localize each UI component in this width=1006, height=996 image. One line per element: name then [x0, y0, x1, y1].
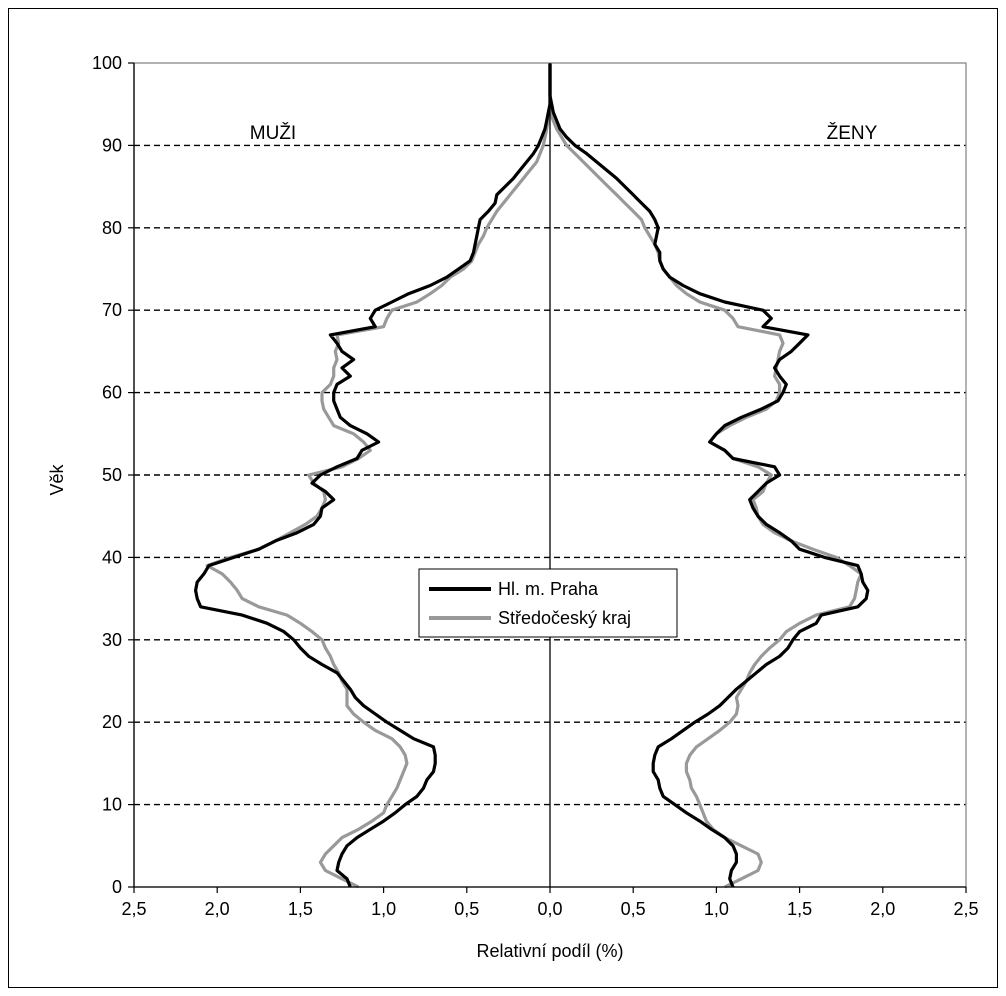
female-side-label: ŽENY	[827, 122, 878, 144]
x-axis-title: Relativní podíl (%)	[476, 941, 623, 961]
x-tick-label: 2,5	[121, 899, 146, 919]
y-tick-label: 20	[102, 712, 122, 732]
y-tick-label: 60	[102, 383, 122, 403]
x-tick-label: 1,0	[704, 899, 729, 919]
x-tick-label: 1,5	[288, 899, 313, 919]
x-tick-label: 0,5	[621, 899, 646, 919]
series-line-stredocesky-female	[548, 63, 863, 889]
legend-label-praha: Hl. m. Praha	[498, 579, 599, 599]
x-tick-labels: 2,5 2,0 1,5 1,0 0,5 0,0 0,5 1,0 1,5 2,0 2,5	[121, 899, 978, 919]
series-line-praha-male	[194, 63, 552, 888]
x-tick-label: 1,5	[787, 899, 812, 919]
y-tick-label: 100	[92, 53, 122, 73]
x-tick-label: 0,0	[537, 899, 562, 919]
x-tick-label: 2,0	[870, 899, 895, 919]
series-line-praha-female	[548, 63, 870, 888]
x-tick-label: 0,5	[454, 899, 479, 919]
y-tick-label: 90	[102, 135, 122, 155]
x-tick-label: 2,0	[205, 899, 230, 919]
y-tick-label: 30	[102, 630, 122, 650]
legend-label-stredocesky: Středočeský kraj	[498, 608, 631, 628]
y-tick-label: 0	[112, 877, 122, 897]
series-lines	[194, 63, 870, 889]
legend: Hl. m. Praha Středočeský kraj	[418, 568, 678, 638]
y-tick-labels: 0 10 20 30 40 50 60 70 80 90 100	[92, 53, 122, 897]
y-tick-label: 40	[102, 547, 122, 567]
x-tick-label: 2,5	[953, 899, 978, 919]
y-tick-label: 80	[102, 218, 122, 238]
population-pyramid-chart: 0 10 20 30 40 50 60 70 80 90 100 2,5 2,0 1,5 1,0 0,5 0,…	[47, 53, 979, 961]
y-tick-label: 70	[102, 300, 122, 320]
x-tick-label: 1,0	[371, 899, 396, 919]
y-tick-label: 50	[102, 465, 122, 485]
y-tick-label: 10	[102, 795, 122, 815]
axes	[128, 62, 967, 893]
y-axis-title: Věk	[47, 463, 67, 495]
series-line-stredocesky-male	[205, 63, 552, 889]
male-side-label: MUŽI	[250, 122, 296, 144]
legend-box	[418, 568, 678, 638]
chart-frame: 0 10 20 30 40 50 60 70 80 90 100 2,5 2,0 1,5 1,0 0,5 0,…	[8, 8, 998, 988]
